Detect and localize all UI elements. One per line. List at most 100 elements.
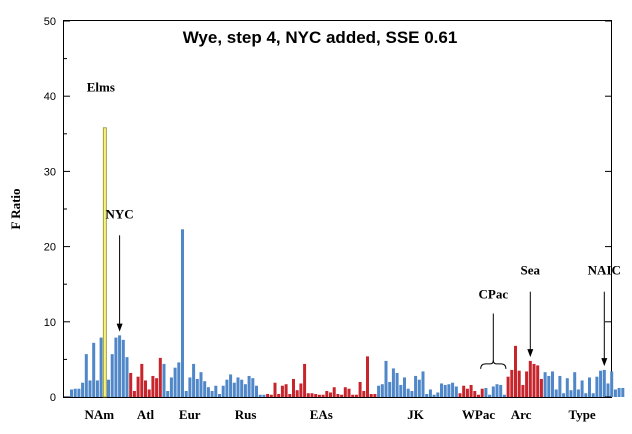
bar-48 [247, 375, 251, 397]
bar-67 [317, 394, 321, 397]
bar-32 [188, 377, 192, 397]
bar-106 [462, 385, 466, 397]
bar-3 [81, 382, 85, 397]
bar-25 [162, 363, 166, 397]
bar-7 [95, 380, 99, 397]
bar-9 [102, 127, 107, 398]
bar-140 [588, 377, 591, 397]
bar-37 [206, 387, 210, 397]
bar-0 [70, 389, 73, 397]
bar-147 [613, 389, 617, 397]
y-axis-label: F Ratio [8, 188, 23, 229]
bar-95 [421, 371, 425, 397]
bar-44 [232, 382, 236, 397]
bar-59 [288, 393, 292, 397]
bar-128 [543, 372, 547, 397]
bar-13 [118, 335, 122, 397]
bar-6 [92, 342, 96, 397]
bar-91 [406, 388, 410, 397]
bar-110 [477, 394, 480, 397]
bar-137 [576, 389, 580, 397]
bar-127 [539, 378, 543, 397]
bar-98 [432, 394, 436, 397]
bar-72 [336, 393, 340, 397]
bar-21 [147, 389, 151, 397]
bar-133 [562, 393, 566, 397]
bar-1 [73, 388, 77, 397]
group-labels: NAm Atl Eur Rus EAs JK WPac Arc Type [84, 407, 595, 422]
group-label-wpac: WPac [462, 407, 495, 422]
bar-38 [210, 390, 214, 397]
bar-149 [621, 387, 625, 397]
bar-47 [243, 384, 247, 397]
bar-97 [428, 389, 432, 397]
bar-24 [158, 357, 162, 397]
bar-36 [203, 381, 207, 397]
group-label-eas: EAs [310, 407, 333, 422]
bar-143 [599, 370, 603, 397]
bar-41 [221, 385, 225, 397]
bar-35 [199, 372, 203, 397]
bar-33 [192, 363, 196, 397]
bar-101 [443, 384, 447, 397]
bar-89 [399, 384, 403, 397]
bar-74 [343, 387, 347, 397]
bar-71 [332, 387, 336, 397]
bar-84 [380, 384, 384, 397]
bar-39 [214, 385, 218, 397]
bar-27 [169, 377, 173, 397]
bar-70 [329, 392, 332, 397]
bar-5 [88, 380, 92, 397]
bar-124 [528, 360, 532, 397]
bar-79 [362, 390, 366, 397]
bar-60 [292, 378, 295, 397]
annotation-elms: Elms [87, 80, 115, 95]
bar-20 [144, 380, 147, 397]
bar-87 [391, 368, 395, 397]
bar-76 [351, 394, 355, 397]
bar-107 [465, 388, 469, 397]
bar-78 [358, 381, 362, 397]
bar-90 [403, 377, 406, 397]
group-label-type: Type [568, 407, 595, 422]
plot-frame [63, 20, 612, 398]
bar-4 [84, 354, 88, 397]
bar-130 [551, 371, 554, 397]
bar-49 [251, 378, 255, 397]
bar-112 [484, 387, 488, 397]
y-tick-label-10: 10 [44, 317, 56, 329]
annotation-sea-arrow-head [527, 349, 534, 358]
bar-31 [184, 390, 188, 397]
bar-99 [436, 392, 440, 397]
bar-11 [110, 354, 114, 397]
bar-86 [388, 381, 392, 397]
bar-40 [218, 393, 221, 397]
bar-52 [262, 394, 266, 397]
bar-69 [325, 390, 329, 397]
chart-title: Wye, step 4, NYC added, SSE 0.61 [183, 28, 458, 47]
bar-102 [447, 384, 451, 397]
group-label-eur: Eur [179, 407, 201, 422]
bar-105 [458, 393, 462, 397]
bar-145 [606, 383, 610, 397]
bar-88 [395, 372, 399, 397]
bar-77 [354, 394, 358, 397]
y-tick-label-20: 20 [44, 242, 56, 254]
bar-114 [491, 386, 495, 397]
bar-146 [610, 371, 614, 397]
bar-57 [280, 385, 284, 397]
bar-66 [314, 393, 318, 397]
bar-65 [310, 393, 314, 397]
bar-83 [377, 385, 381, 397]
bar-8 [99, 337, 103, 397]
bar-50 [255, 385, 258, 397]
bar-121 [517, 370, 521, 397]
y-tick-label-30: 30 [44, 166, 56, 178]
bar-18 [136, 376, 140, 397]
bar-58 [284, 384, 288, 397]
bar-120 [514, 345, 517, 397]
bar-80 [366, 356, 369, 397]
bar-81 [369, 393, 373, 397]
bar-53 [266, 393, 270, 397]
bar-122 [521, 384, 525, 397]
